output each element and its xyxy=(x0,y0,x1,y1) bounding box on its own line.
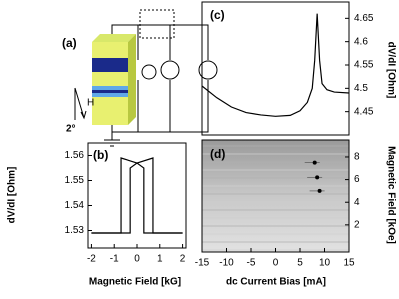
x-tick-label: 2 xyxy=(180,254,186,265)
x-tick-label: -1 xyxy=(110,254,119,265)
y-tick-label: 2 xyxy=(354,219,360,230)
field-label: H xyxy=(87,98,94,109)
data-line xyxy=(201,13,350,117)
y-tick-label: 4.6 xyxy=(354,36,368,47)
y-tick-label: 6 xyxy=(354,174,360,185)
x-tick-label: 5 xyxy=(297,258,303,269)
data-point xyxy=(315,175,320,180)
data-point xyxy=(317,188,322,193)
x-tick-label: -10 xyxy=(219,258,234,269)
data-line xyxy=(91,157,183,234)
x-tick-label: 10 xyxy=(319,258,331,269)
y-tick-label: 1.54 xyxy=(65,200,85,211)
y-tick-label: 4.55 xyxy=(354,60,374,71)
x-tick-label: 1 xyxy=(157,254,163,265)
y-tick-label: 4.65 xyxy=(354,13,374,24)
data-line xyxy=(91,157,183,234)
x-tick-label: 0 xyxy=(273,258,279,269)
x-axis-label: dc Current Bias [mA] xyxy=(226,277,326,288)
plot-frame xyxy=(201,1,350,136)
y-tick-label: 4.5 xyxy=(354,83,368,94)
x-tick-label: -15 xyxy=(195,258,210,269)
panel-label: (a) xyxy=(62,36,77,50)
y-tick-label: 8 xyxy=(354,152,360,163)
y-axis-label: dV/dI [Ohm] xyxy=(7,167,18,224)
angle-label: 2° xyxy=(66,124,76,135)
panel-label: (d) xyxy=(210,147,225,161)
y-tick-label: 1.56 xyxy=(65,150,85,161)
y-axis-label: dV/dI [Ohm] xyxy=(385,42,396,99)
y-axis-label: Magnetic Field [kOe] xyxy=(385,146,396,244)
x-tick-label: -2 xyxy=(87,254,96,265)
y-tick-label: 4 xyxy=(354,197,360,208)
y-tick-label: 1.53 xyxy=(65,225,85,236)
x-tick-label: -5 xyxy=(247,258,256,269)
y-tick-label: 1.55 xyxy=(65,175,85,186)
panel-label: (b) xyxy=(93,148,108,162)
y-tick-label: 4.45 xyxy=(354,106,374,117)
data-point xyxy=(312,160,317,165)
x-axis-label: Magnetic Field [kG] xyxy=(89,277,181,288)
x-tick-label: 0 xyxy=(134,254,140,265)
panel-label: (c) xyxy=(210,8,225,22)
diagram: (a) H 2° xyxy=(62,9,218,147)
x-tick-label: 15 xyxy=(343,258,355,269)
